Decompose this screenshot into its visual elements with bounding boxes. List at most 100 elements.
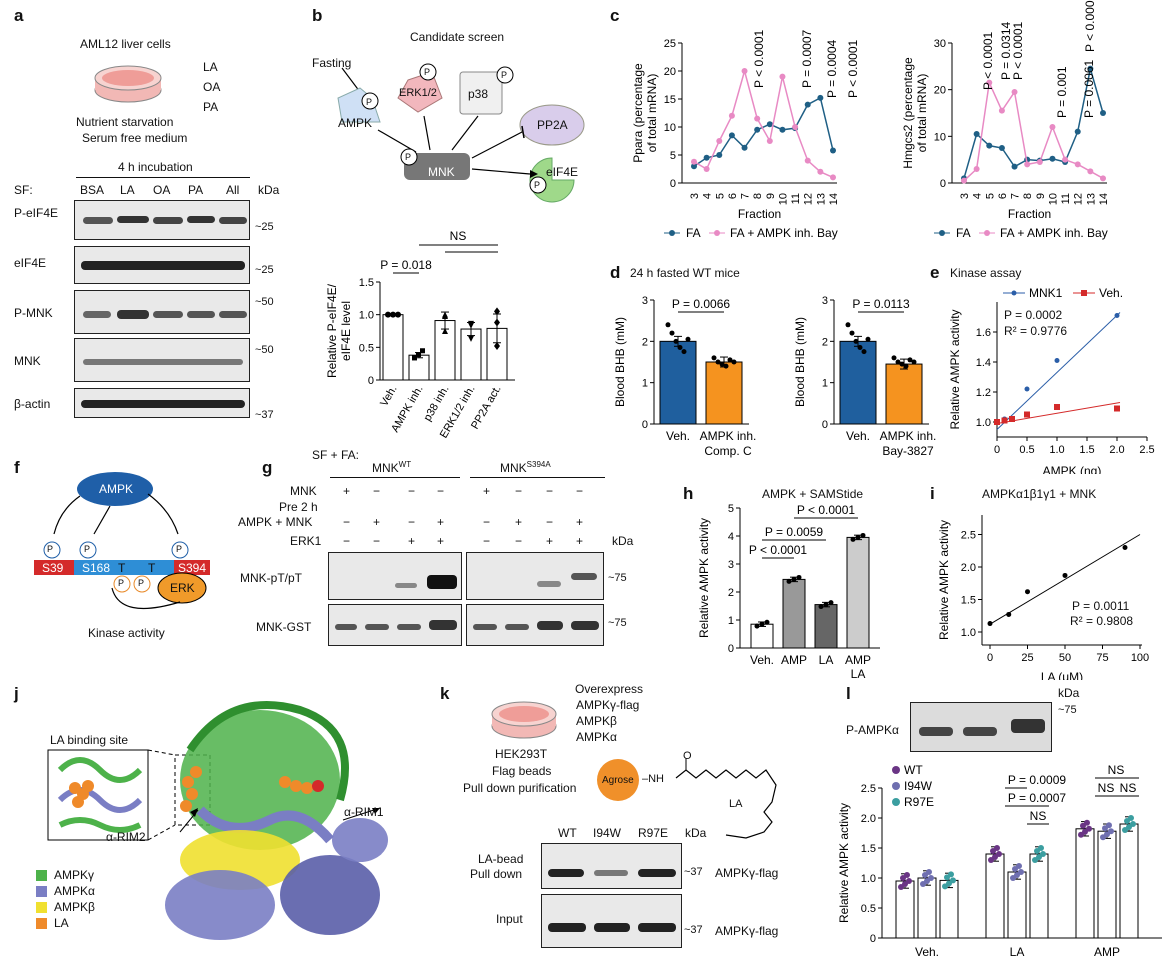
f-p5: P [138,578,145,588]
data-point [754,623,760,629]
h-title: AMPK + SAMStide [762,487,864,501]
data-point [986,142,993,149]
bead-label: Agrose [602,775,634,786]
g-sign: − [343,515,351,529]
y-tick-label: 1 [728,615,734,627]
chart-b: 0 0.5 1.0 1.5 Relative P-eIF4E/eIF4E level Ve… [325,229,515,440]
data-point [719,361,725,367]
blot-label-eif4e: eIF4E [14,256,47,270]
chart-e: 1.0 1.2 1.4 1.6 Relative AMPK activity 0 0.5 1.… [948,286,1155,474]
p-annotation: P < 0.0001 [752,30,766,88]
g-row-pre: Pre 2 h [279,500,318,514]
y-tick-label: 30 [934,38,946,50]
data-point [1106,822,1112,829]
x-tick-label: Veh. [378,384,399,409]
legend-label: FA + AMPK inh. Bay [1000,226,1108,240]
data-point [903,363,909,369]
fa-oa: OA [203,80,221,94]
panel-l-label: l [846,684,851,703]
f-s39: S39 [42,561,64,575]
p-erk: P [424,67,431,77]
x-tick-label: 12 [803,193,815,205]
panel-f-label: f [14,458,20,477]
x-axis-label: Fraction [1008,207,1051,221]
bar [885,363,923,425]
data-point [823,602,829,608]
legend-label: Veh. [1099,286,1123,300]
data-point [996,851,1002,857]
x-tick-label: 7 [1010,193,1022,199]
data-point [1130,821,1136,827]
kda-peif4e: ~25 [255,221,274,233]
blot-label-peif4e: P-eIF4E [14,206,59,220]
g-sign: − [515,484,523,498]
data-point [468,320,474,327]
data-point [494,307,500,316]
data-point [716,138,723,144]
x-tick-label: Veh. [915,945,939,959]
bar [814,604,838,649]
y-tick-label: 0.5 [359,342,374,354]
y-tick-label: 1.0 [359,310,374,322]
g-kda2: ~75 [608,617,627,629]
sig-annotation: P < 0.0001 [749,543,807,557]
data-point [973,166,980,172]
blot-eif4e [74,246,250,284]
y-tick-label: 2 [822,336,828,348]
sig-annotation: P = 0.0007 [1008,791,1066,805]
x-tick-label: 11 [790,193,802,204]
g-sign: − [483,515,491,529]
x-tick-label: 13 [815,193,827,205]
y-tick-label: 5 [728,503,734,515]
x-tick-label: Veh. [846,429,870,443]
y-tick-label: 1.0 [961,627,976,639]
blot-actin [74,388,250,418]
sig-annotation: P = 0.0059 [765,525,823,539]
kda-header-a: kDa [258,183,280,197]
k-lane-r97e: R97E [638,826,669,840]
k-lane-wt: WT [558,826,577,840]
lane-la: LA [120,183,135,197]
f-erk: ERK [170,581,195,595]
legend-swatch [36,870,47,881]
y-tick-label: 1.5 [961,595,976,607]
y-tick-label: 1.4 [976,357,991,369]
data-point [468,335,474,342]
y-tick-label: 10 [664,122,676,134]
mnk-mut-header: MNKS394A [500,460,551,475]
data-point [1084,819,1090,826]
y-axis-label: eIF4E level [339,301,353,361]
y-tick-label: 15 [664,94,676,106]
k-overexpress: Overexpress [575,682,644,696]
lane-oa: OA [153,183,171,197]
g-row-mnk: MNK [290,484,317,498]
bar [939,879,959,939]
y-tick-label: 3 [728,559,734,571]
p-mnk: P [405,152,412,162]
data-point [779,73,786,80]
data-point [1036,159,1043,165]
blot-peif4e [74,200,250,240]
f-p1: P [47,544,54,554]
x-tick-label: 4 [972,193,984,199]
data-point [804,157,811,164]
p-annotation: P = 0.0004 [825,40,839,98]
x-tick-label: AMPK inh. [880,429,937,443]
data-point [703,166,710,172]
data-point [728,132,735,139]
data-point [786,578,792,584]
data-point [416,352,421,358]
data-point [764,619,770,625]
g-blot1-label: MNK-pT/pT [240,571,303,585]
data-point [1018,869,1024,875]
data-point [1087,65,1094,72]
y-tick-label: 0 [642,419,648,431]
data-point [850,536,856,542]
data-point [442,311,448,318]
data-point [973,131,980,137]
data-point [860,532,866,538]
g-sign: + [546,534,554,548]
data-point [911,359,917,365]
condition-starvation: Nutrient starvation [76,115,174,129]
g-sign: + [515,515,523,529]
